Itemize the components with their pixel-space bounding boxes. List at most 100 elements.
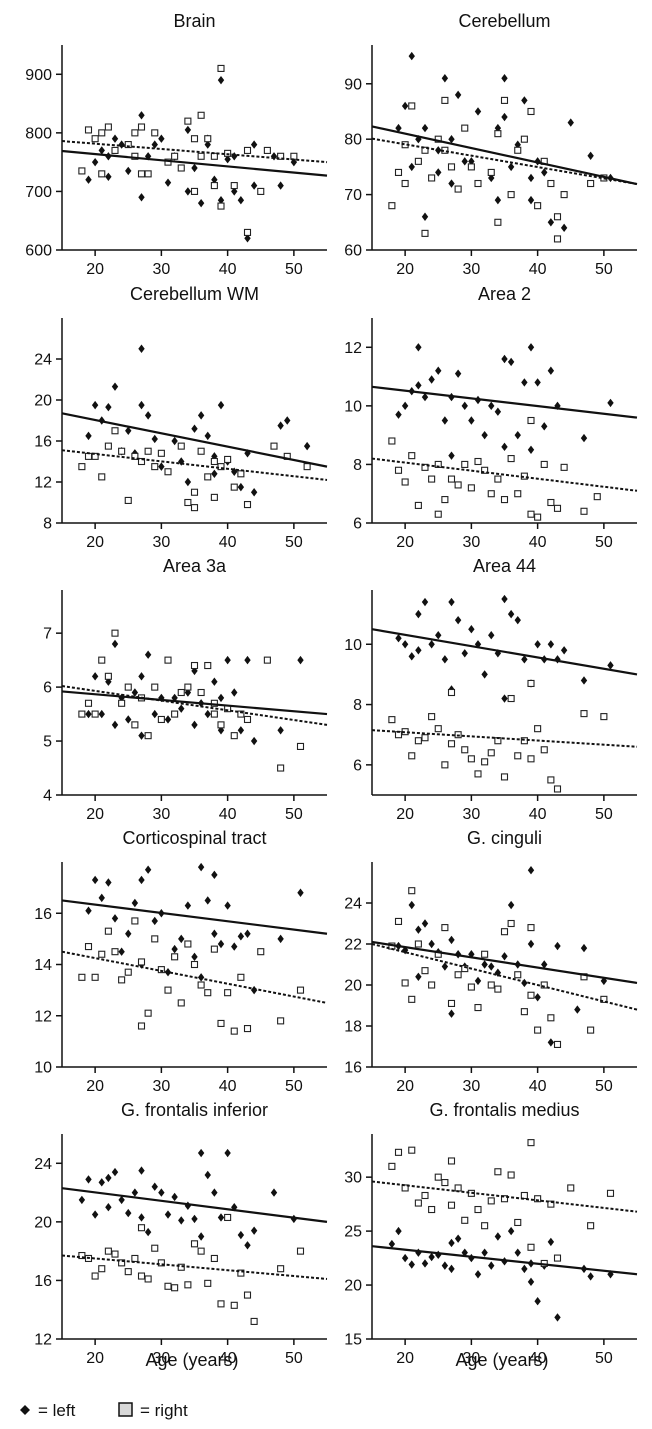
data-point-right [553,785,562,793]
data-point-left [105,402,112,412]
trend-line-left [61,149,328,177]
data-point-right [230,1301,238,1309]
data-point-right [454,481,462,489]
data-point-right [197,111,205,119]
data-point-left [448,597,455,607]
data-point-left [105,1173,112,1183]
data-point-right [184,1281,192,1289]
data-point-right [171,953,179,961]
data-point-left [547,1237,555,1247]
y-tick-label: 22 [344,937,362,954]
data-point-left [231,152,238,161]
data-point-right [171,152,179,160]
data-point-right [224,455,232,464]
data-point-left [527,1277,535,1287]
data-point-right [527,924,535,932]
data-point-left [91,1210,99,1219]
x-tick-label: 50 [595,534,613,551]
data-point-right [164,468,172,476]
data-point-right [84,943,93,951]
data-point-right [197,447,205,455]
data-point-right [98,1265,106,1273]
data-point-right [263,656,271,664]
data-point-left [125,929,132,938]
data-point-left [184,125,192,135]
data-point-left [211,677,218,686]
panel-brain: Brain 600 700 800 900 20 30 40 50 [25,11,328,278]
data-point-right [124,141,132,149]
data-point-left [435,631,442,640]
data-point-right [434,725,442,733]
data-point-left [441,416,449,425]
data-point-right [184,683,192,691]
data-point-right [204,661,212,670]
data-point-left [270,152,278,161]
data-point-left [481,670,488,679]
data-point-left [231,1203,238,1212]
y-tick-label: 10 [344,637,362,654]
data-point-left [98,709,105,719]
y-tick-label: 24 [34,352,52,369]
x-tick-label: 30 [462,534,480,551]
data-point-right [177,688,185,697]
data-point-right [421,1191,429,1200]
data-point-left [191,424,198,433]
data-point-right [447,688,456,697]
data-point-right [296,986,305,994]
y-tick-label: 600 [25,243,52,260]
data-point-right [111,427,119,435]
data-point-right [204,989,212,997]
data-point-left [501,354,508,364]
data-point-right [474,770,482,778]
data-point-right [534,725,542,733]
y-tick-label: 18 [344,1019,362,1036]
data-point-left [501,442,508,452]
series-left [395,594,614,703]
data-point-right [547,776,555,784]
data-point-right [137,958,146,966]
data-point-left [507,609,515,619]
data-point-right [414,737,422,745]
data-point-left [448,179,455,188]
data-point-left [237,482,245,492]
panel-g-cinguli: G. cinguli 16 18 20 22 24 20 30 40 50 [344,828,638,1095]
data-point-left [415,646,422,655]
data-point-right [243,1025,252,1033]
data-point-right [98,473,106,481]
data-point-right [243,500,252,509]
panel-cerebellum: Cerebellum 60 70 80 90 20 30 40 50 [344,11,638,278]
data-point-right [401,478,409,486]
data-point-left [521,378,528,387]
y-tick-label: 6 [43,680,52,697]
data-point-right [270,442,278,450]
data-point-left [197,973,205,982]
data-point-left [151,916,158,926]
data-point-right [500,496,509,504]
data-point-left [151,709,158,719]
data-point-left [461,649,468,658]
data-point-left [421,212,429,221]
data-point-right [118,1259,126,1267]
data-point-left [607,1270,614,1279]
data-point-right [494,218,502,226]
data-point-right [197,1247,205,1255]
data-point-left [204,896,211,905]
data-point-right [257,948,265,956]
data-point-left [211,929,218,938]
data-point-right [408,102,416,110]
data-point-right [587,1222,595,1230]
data-point-left [138,1213,145,1222]
data-point-left [184,901,192,910]
data-point-left [237,726,245,735]
data-point-right [124,683,132,691]
data-point-right [190,960,199,969]
data-point-right [507,191,515,199]
data-point-right [151,1244,159,1252]
data-point-left [395,1226,402,1236]
data-point-right [78,710,86,718]
data-point-right [474,1003,482,1012]
panel-title: Cerebellum [458,11,550,31]
data-point-left [217,400,225,410]
data-point-right [408,752,416,760]
legend-left-marker [20,1405,30,1415]
